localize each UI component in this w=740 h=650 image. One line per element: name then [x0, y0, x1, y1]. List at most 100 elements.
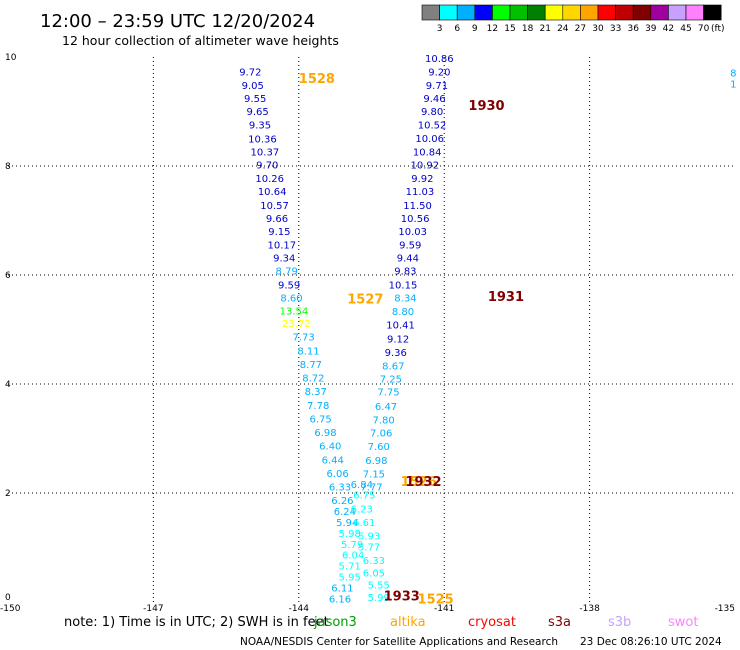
wave-height-value: 9.59: [399, 241, 421, 252]
wave-height-value: 7.75: [377, 388, 399, 399]
wave-height-value: 8.72: [302, 374, 324, 385]
wave-height-value: 10.03: [398, 227, 427, 238]
wave-height-value: 10.41: [386, 321, 415, 332]
wave-height-value: 6.98: [314, 428, 336, 439]
wave-height-value: 6.84: [351, 480, 373, 491]
satellite-s3b-label: s3b: [608, 615, 631, 630]
wave-height-value: 8: [730, 68, 736, 79]
legend-tick-label: 6: [454, 24, 460, 34]
wave-height-value: 6.33: [363, 556, 385, 567]
wave-height-value: 5.99: [368, 593, 390, 604]
wave-height-value: 9.46: [423, 94, 445, 105]
legend-tick-label: 18: [522, 24, 534, 34]
orbit-number-label: 1527: [347, 293, 383, 308]
legend-tick-label: 21: [539, 24, 550, 34]
orbit-number-label: 1528: [299, 72, 335, 87]
wave-height-value: 10.26: [255, 174, 284, 185]
satellite-jason3-label: jason3: [313, 615, 357, 630]
wave-height-value: 11.50: [403, 201, 432, 212]
x-tick-label: -144: [289, 604, 310, 614]
wave-height-value: 6.04: [342, 551, 364, 562]
legend-tick-label: 15: [504, 24, 515, 34]
orbit-number-label: 1932: [405, 475, 441, 490]
y-tick-label: 8: [5, 162, 11, 172]
legend-swatch: [474, 4, 493, 21]
wave-height-value: 10.37: [251, 147, 280, 158]
orbit-number-label: 1526: [401, 475, 437, 490]
wave-height-value: 9.36: [385, 348, 407, 359]
legend-tick-label: 12: [487, 24, 498, 34]
wave-height-value: 9.20: [428, 67, 450, 78]
wave-height-value: 9.05: [242, 81, 264, 92]
legend-tick-label: 9: [472, 24, 478, 34]
wave-height-value: 6.40: [319, 442, 341, 453]
legend-swatch: [421, 4, 440, 21]
satellite-cryosat-label: cryosat: [468, 615, 516, 630]
legend-swatch: [509, 4, 528, 21]
satellite-altika-label: altika: [390, 615, 426, 630]
x-tick-label: -138: [579, 604, 600, 614]
wave-height-value: 8.80: [392, 307, 414, 318]
legend-swatch: [544, 4, 564, 21]
wave-height-value: 6.23: [351, 504, 373, 515]
wave-height-value: 9.44: [397, 254, 419, 265]
wave-height-value: 9.72: [239, 67, 261, 78]
legend-swatch: [668, 4, 687, 21]
wave-height-value: 9.59: [278, 280, 300, 291]
legend-tick-label: 33: [610, 24, 621, 34]
legend-tick-label: 70: [698, 24, 710, 34]
wave-height-value: 9.34: [273, 254, 295, 265]
y-tick-label: 10: [5, 53, 17, 63]
y-tick-label: 4: [5, 380, 11, 390]
wave-height-value: 5.79: [341, 540, 363, 551]
y-tick-label: 0: [5, 593, 11, 603]
y-tick-label: 6: [5, 271, 11, 281]
wave-height-value: 5.94: [336, 518, 358, 529]
wave-height-value: 6.98: [365, 456, 387, 467]
wave-height-value: 9.65: [246, 107, 268, 118]
wave-height-value: 8.11: [297, 346, 319, 357]
footer-timestamp: 23 Dec 08:26:10 UTC 2024: [580, 636, 722, 648]
wave-height-value: 10.06: [415, 134, 444, 145]
legend-tick-label: 39: [645, 24, 657, 34]
wave-height-value: 5.71: [339, 562, 361, 573]
wave-height-value: 7.25: [380, 375, 402, 386]
legend-tick-label: 3: [437, 24, 443, 34]
wave-height-value: 6.06: [326, 469, 348, 480]
orbit-number-label: 1525: [418, 592, 454, 607]
wave-height-value: 9.12: [387, 334, 409, 345]
wave-height-value: 10.84: [413, 147, 442, 158]
legend-swatch: [615, 4, 634, 21]
wave-height-value: 8.37: [305, 387, 327, 398]
legend-swatch: [703, 4, 722, 21]
wave-height-value: 6.24: [334, 507, 356, 518]
wave-height-value: 5.77: [358, 543, 380, 554]
wave-height-value: 11.03: [406, 187, 435, 198]
wave-height-value: 9.92: [411, 174, 433, 185]
wave-height-value: 1: [730, 79, 736, 90]
wave-height-value: 6.47: [375, 402, 397, 413]
wave-height-points: 9.72 9.05 9.55 9.65 9.35 10.36 10.37 9.70 10.26 1…: [239, 54, 736, 605]
wave-height-value: 13.54: [280, 307, 309, 318]
satellite-legend: jason3 altika cryosat s3a s3b swot: [313, 615, 698, 630]
wave-height-value: 5.98: [339, 529, 361, 540]
wave-height-value: 10.92: [410, 160, 439, 171]
x-tick-label: -141: [434, 604, 454, 614]
wave-height-value: 10.36: [248, 134, 277, 145]
legend-tick-label: 36: [627, 24, 639, 34]
wave-height-value: 10.64: [258, 187, 287, 198]
y-tick-label: 2: [5, 489, 11, 499]
wave-height-value: 9.55: [244, 94, 266, 105]
wave-height-value: 9.80: [421, 107, 443, 118]
wave-height-value: 6.75: [353, 491, 375, 502]
satellite-swot-label: swot: [668, 615, 698, 630]
wave-height-value: 6.44: [322, 455, 344, 466]
wave-height-value: 6.75: [309, 414, 331, 425]
units-note: note: 1) Time is in UTC; 2) SWH is in fe…: [64, 615, 329, 630]
wave-height-value: 6.26: [331, 496, 353, 507]
orbit-number-label: 1930: [468, 99, 504, 114]
wave-height-value: 6.11: [331, 583, 353, 594]
legend-swatch: [650, 4, 669, 21]
wave-height-value: 9.71: [426, 81, 448, 92]
